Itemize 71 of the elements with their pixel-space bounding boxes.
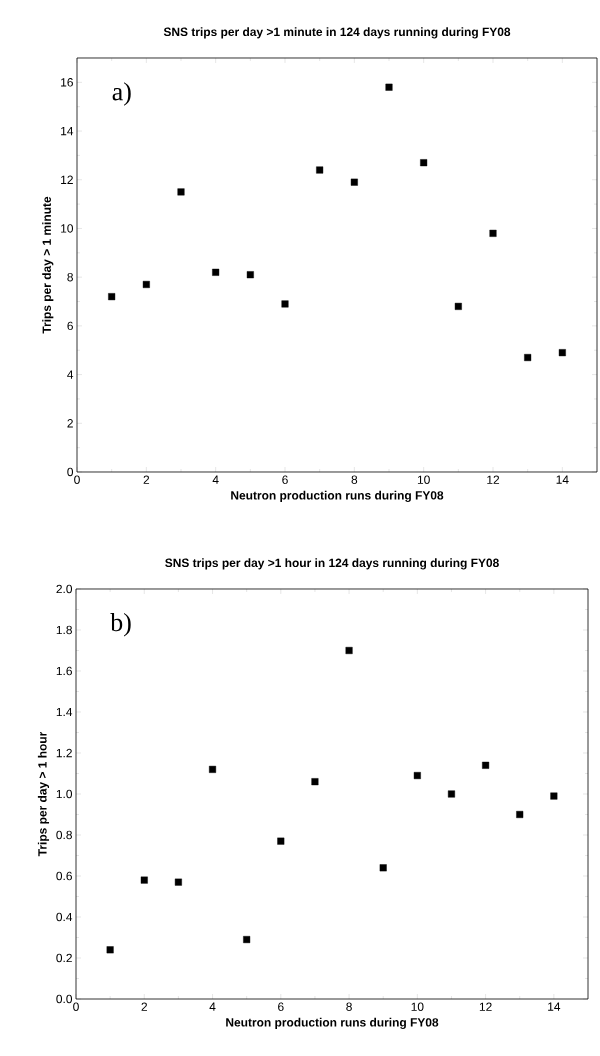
point xyxy=(177,188,185,196)
point xyxy=(550,792,558,800)
x-axis-title: Neutron production runs during FY08 xyxy=(226,1017,439,1030)
point xyxy=(209,765,217,773)
point xyxy=(379,864,387,872)
y-tick-label: 0.4 xyxy=(56,912,73,922)
point xyxy=(524,354,532,362)
point xyxy=(140,876,148,884)
point xyxy=(345,647,353,654)
y-tick-label: 0.0 xyxy=(56,994,73,1004)
x-tick-label: 2 xyxy=(141,1002,147,1011)
x-axis-title: Neutron production runs during FY08 xyxy=(231,490,444,503)
y-axis-title: Trips per day > 1 hour xyxy=(37,731,50,857)
y-tick-label: 10 xyxy=(61,224,74,233)
y-tick-label: 4 xyxy=(67,370,74,379)
x-tick-label: 14 xyxy=(548,1002,561,1011)
point xyxy=(454,302,462,310)
y-tick-label: 0.8 xyxy=(56,830,72,840)
point xyxy=(350,178,358,186)
point xyxy=(281,300,289,308)
y-tick-label: 1.2 xyxy=(56,748,72,758)
chart-title: SNS trips per day >1 hour in 124 days running during FY08 xyxy=(165,558,499,570)
point xyxy=(212,268,220,276)
y-tick-label: 12 xyxy=(61,175,73,184)
x-tick-label: 2 xyxy=(143,475,150,484)
y-tick-label: 16 xyxy=(61,78,73,87)
y-tick-label: 0.6 xyxy=(56,871,72,881)
y-tick-label: 0 xyxy=(67,467,74,477)
y-tick-label: 1.0 xyxy=(56,789,73,799)
x-tick-label: 6 xyxy=(282,475,288,484)
x-tick-label: 8 xyxy=(346,1002,352,1011)
point xyxy=(413,772,421,780)
x-tick-label: 12 xyxy=(487,475,500,484)
point xyxy=(106,946,114,954)
y-tick-label: 2 xyxy=(67,419,73,428)
point xyxy=(482,761,490,769)
point xyxy=(516,811,524,818)
point xyxy=(174,878,182,886)
point xyxy=(385,83,393,91)
point xyxy=(243,936,251,944)
y-tick-label: 0.2 xyxy=(56,953,72,963)
x-tick-label: 12 xyxy=(479,1002,492,1011)
x-tick-label: 4 xyxy=(209,1002,216,1011)
annotation: b) xyxy=(110,613,131,637)
point xyxy=(316,166,324,174)
x-tick-label: 6 xyxy=(278,1002,284,1011)
x-tick-label: 0 xyxy=(74,475,80,484)
y-tick-label: 2.0 xyxy=(56,584,73,594)
point xyxy=(142,280,150,288)
x-tick-label: 4 xyxy=(212,475,219,484)
point xyxy=(311,778,319,786)
x-tick-label: 10 xyxy=(417,475,430,484)
x-tick-label: 10 xyxy=(411,1002,424,1011)
point xyxy=(277,837,285,845)
y-tick-label: 6 xyxy=(67,321,73,331)
y-tick-label: 1.4 xyxy=(56,707,73,717)
y-tick-label: 14 xyxy=(61,126,74,136)
x-tick-label: 8 xyxy=(351,475,358,484)
point xyxy=(246,271,254,279)
y-axis-title: Trips per day > 1 minute xyxy=(42,196,54,334)
annotation: a) xyxy=(112,82,131,106)
point xyxy=(108,293,116,301)
point xyxy=(489,229,497,237)
y-tick-label: 1.6 xyxy=(56,666,72,676)
point xyxy=(558,349,566,357)
y-tick-label: 8 xyxy=(67,272,73,282)
y-tick-label: 1.8 xyxy=(56,625,72,635)
chart-title: SNS trips per day >1 minute in 124 days running during FY08 xyxy=(163,27,511,39)
x-tick-label: 14 xyxy=(556,475,569,484)
point xyxy=(420,159,428,167)
point xyxy=(447,790,455,798)
